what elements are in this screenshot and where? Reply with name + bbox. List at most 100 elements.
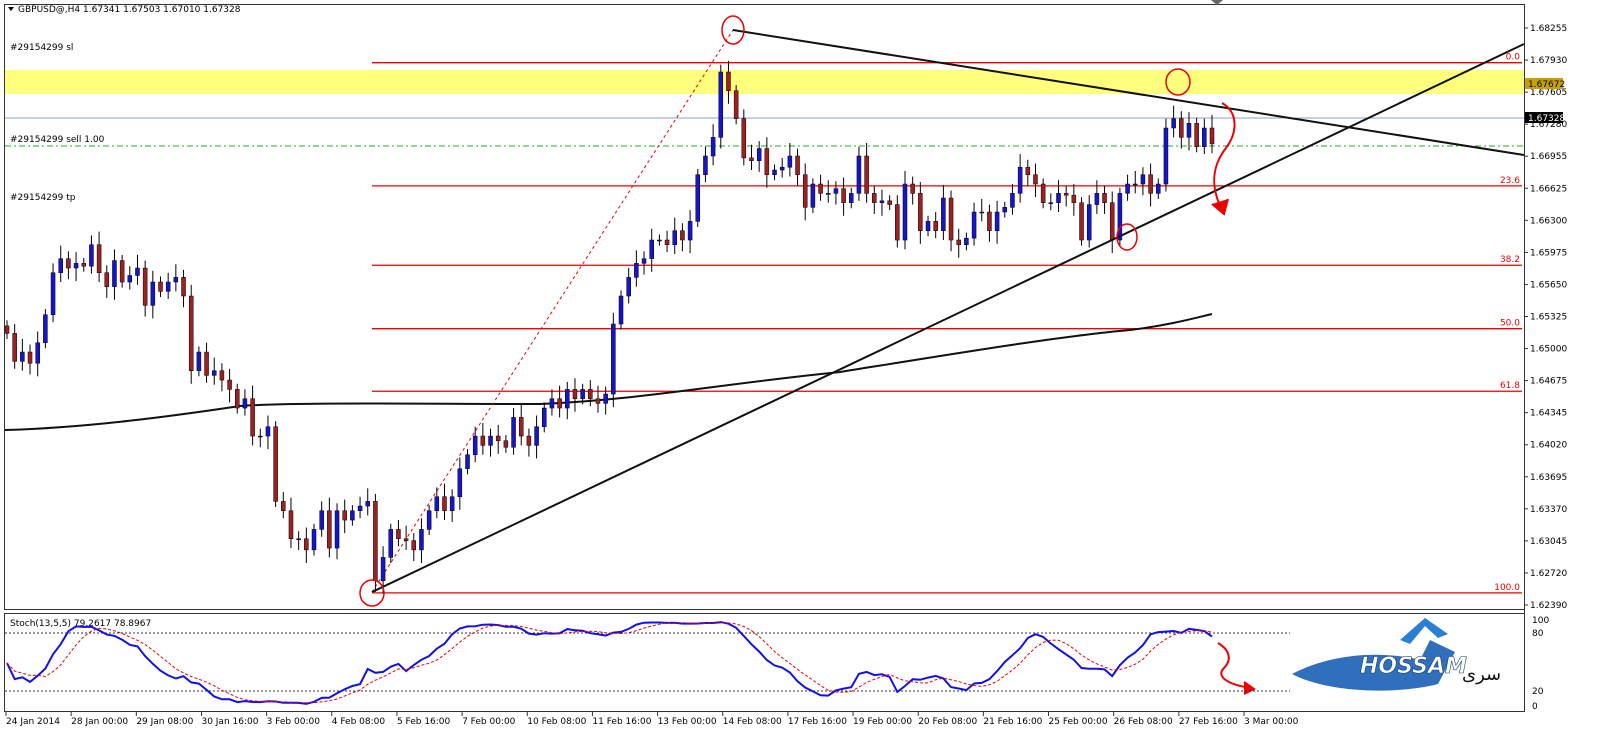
y-tick-label: 1.66955 xyxy=(1530,152,1567,162)
candle-body xyxy=(825,193,831,195)
trendline-touch-circle xyxy=(1116,223,1138,251)
candle-body xyxy=(449,496,455,511)
candle-body xyxy=(273,426,278,502)
y-tick-label: 1.68255 xyxy=(1530,24,1567,34)
candle-body xyxy=(380,557,386,581)
candle-body xyxy=(565,389,570,409)
candle-body xyxy=(1079,202,1084,241)
candle-body xyxy=(718,71,724,138)
candle-body xyxy=(142,267,148,306)
y-tick-label: 1.66300 xyxy=(1530,216,1567,226)
candlestick-series xyxy=(4,60,1215,594)
candle-body xyxy=(1094,193,1100,205)
x-tick-label: 27 Feb 16:00 xyxy=(1179,717,1238,727)
candle-body xyxy=(779,166,785,171)
y-tick-label: 1.65975 xyxy=(1530,248,1567,258)
candle-body xyxy=(910,183,915,194)
candle-body xyxy=(1010,193,1015,208)
candle-body xyxy=(526,435,532,446)
candle-body xyxy=(887,200,892,205)
hossam-logo: HOSSAM سرى xyxy=(1292,618,1501,691)
candle-body xyxy=(1063,193,1069,196)
logo-swoosh-icon xyxy=(1292,640,1455,691)
candle-body xyxy=(703,155,708,175)
x-tick-label: 5 Feb 16:00 xyxy=(397,717,451,727)
x-tick-label: 20 Feb 08:00 xyxy=(918,717,977,727)
candle-body xyxy=(1086,204,1092,241)
stoch-axis-label: 0 xyxy=(1532,702,1538,712)
support-trendline xyxy=(371,43,1525,593)
candle-body xyxy=(956,239,961,245)
sell-label: #29154299 sell 1.00 xyxy=(10,135,105,145)
candle-body xyxy=(1148,174,1153,194)
y-tick-label: 1.64345 xyxy=(1530,409,1567,419)
candle-body xyxy=(849,193,854,203)
candle-body xyxy=(442,496,447,511)
candle-body xyxy=(787,155,793,168)
sl-label: #29154299 sl xyxy=(10,43,73,53)
candle-body xyxy=(465,454,470,469)
candle-body xyxy=(158,281,163,292)
candle-body xyxy=(1025,166,1031,175)
candle-body xyxy=(12,333,17,362)
candle-body xyxy=(480,435,486,446)
candle-body xyxy=(741,118,747,159)
indicator-frame xyxy=(4,613,1525,712)
y-tick-label: 1.64020 xyxy=(1530,441,1567,451)
candle-body xyxy=(641,258,647,264)
candle-body xyxy=(35,342,40,364)
candle-body xyxy=(58,258,63,273)
candle-body xyxy=(1117,193,1123,241)
candle-body xyxy=(235,389,240,409)
candle-body xyxy=(327,510,332,549)
candle-body xyxy=(503,440,509,448)
candle-body xyxy=(542,407,547,427)
candle-body xyxy=(472,435,478,455)
x-tick-label: 28 Jan 00:00 xyxy=(71,717,128,727)
candle-body xyxy=(434,496,440,511)
candle-body xyxy=(941,197,946,231)
candle-body xyxy=(756,148,762,161)
candle-body xyxy=(1002,207,1008,213)
candle-body xyxy=(511,417,516,448)
down-arrow-indicator xyxy=(1217,642,1256,695)
candle-body xyxy=(250,398,255,437)
x-tick-label: 19 Feb 00:00 xyxy=(853,717,912,727)
symbol-menu-icon[interactable] xyxy=(8,7,14,11)
svg-text:1.67328: 1.67328 xyxy=(1528,114,1565,124)
candle-body xyxy=(680,230,685,241)
candle-body xyxy=(856,155,862,194)
fib-level-label: 0.0 xyxy=(1506,53,1521,63)
x-tick-label: 10 Feb 08:00 xyxy=(527,717,586,727)
candle-body xyxy=(43,314,48,343)
candle-body xyxy=(426,510,432,530)
time-axis: 24 Jan 2014 28 Jan 00:00 29 Jan 08:00 30 Ja… xyxy=(5,712,1299,727)
candle-body xyxy=(304,538,309,551)
candle-body xyxy=(895,204,900,241)
stoch-axis-label: 20 xyxy=(1532,687,1544,697)
fib-level-label: 61.8 xyxy=(1500,381,1520,391)
candle-body xyxy=(964,237,969,245)
candle-body xyxy=(1202,127,1207,147)
candle-body xyxy=(603,393,608,404)
candle-body xyxy=(242,398,248,409)
resistance-trendline xyxy=(732,29,1525,156)
candle-body xyxy=(181,277,186,297)
x-tick-label: 4 Feb 08:00 xyxy=(332,717,386,727)
collapse-arrow-icon[interactable] xyxy=(1211,0,1223,5)
candle-body xyxy=(188,295,194,371)
candle-body xyxy=(534,426,539,446)
stoch-main-line xyxy=(6,621,1213,705)
x-tick-label: 30 Jan 16:00 xyxy=(201,717,258,727)
x-tick-label: 7 Feb 00:00 xyxy=(462,717,516,727)
candle-body xyxy=(841,188,846,203)
stoch-axis: 100 80 20 0 xyxy=(1532,616,1549,712)
tp-label: #29154299 tp xyxy=(10,193,76,203)
price-axis: 1.68255 1.67930 1.67605 1.67280 1.66955 1.666… xyxy=(1524,24,1567,611)
low-circle xyxy=(359,579,385,607)
annotation-circles xyxy=(359,15,1191,607)
fib-level-label: 50.0 xyxy=(1500,319,1520,329)
candle-body xyxy=(419,529,424,551)
candle-body xyxy=(626,277,631,297)
